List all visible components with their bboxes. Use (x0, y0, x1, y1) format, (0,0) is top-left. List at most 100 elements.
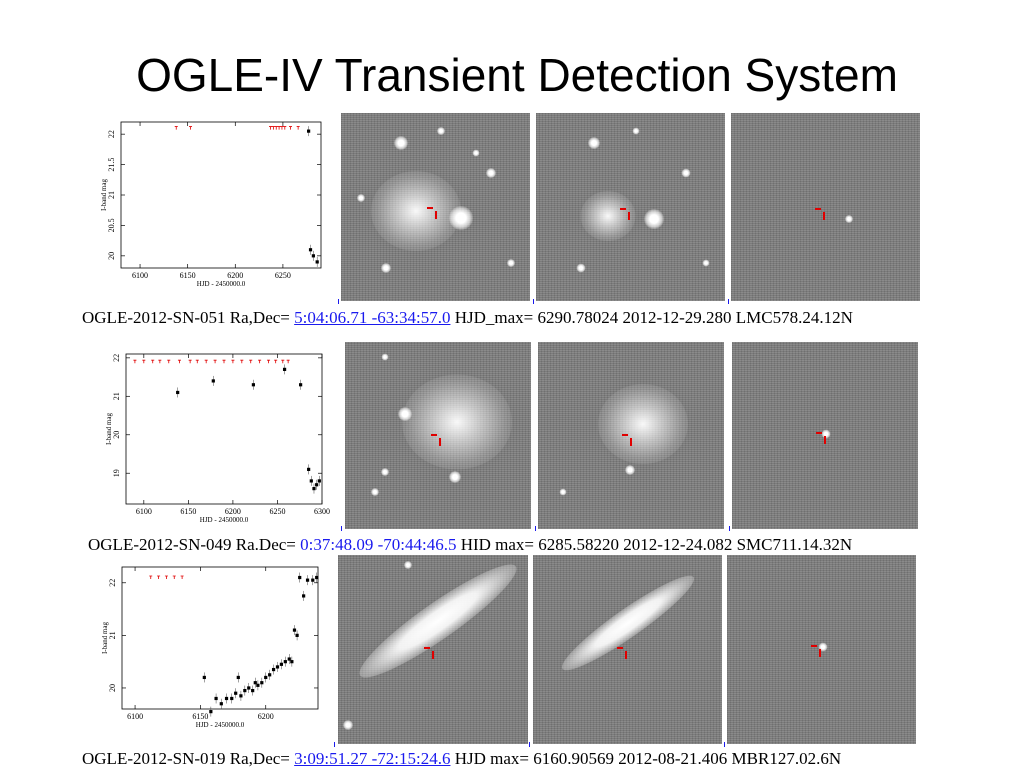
detection-point (275, 665, 280, 669)
y-tick-label: 20 (112, 431, 121, 439)
upper-limit-point (180, 575, 184, 580)
detection-point (308, 248, 313, 252)
plot-frame (120, 121, 322, 269)
upper-limit-point (267, 359, 271, 364)
upper-limit-point (142, 359, 146, 364)
detection-point (312, 487, 316, 491)
detection-point (307, 129, 311, 133)
detection-point (230, 696, 234, 701)
upper-limit-point (149, 575, 153, 580)
upper-limit-point (133, 359, 137, 364)
upper-limit-point (204, 359, 208, 364)
detection-point (253, 681, 257, 685)
reference-image-1[interactable] (341, 113, 530, 301)
detection-point (271, 667, 276, 672)
y-axis-label: I-band mag (101, 621, 109, 654)
upper-limit-point (286, 359, 290, 364)
detection-point (239, 694, 243, 698)
detection-point (299, 383, 303, 387)
upper-limit-point (222, 359, 226, 364)
link-marker (729, 526, 730, 531)
upper-limit-point (258, 359, 262, 364)
upper-limit-point (249, 359, 253, 364)
detection-point (302, 594, 306, 598)
upper-limit-point (158, 359, 162, 364)
detection-point (287, 657, 291, 661)
detection-point (176, 390, 180, 395)
slide-title: OGLE-IV Transient Detection System (136, 49, 898, 101)
y-tick-label: 20.5 (107, 218, 116, 232)
reference-image-2[interactable] (345, 342, 531, 529)
link-marker (724, 742, 725, 747)
upper-limit-point (274, 359, 278, 364)
upper-limit-point (164, 575, 168, 580)
link-marker (533, 299, 534, 304)
y-tick-label: 21 (107, 191, 116, 199)
y-axis-label: I-band mag (105, 412, 113, 445)
detection-point (292, 628, 297, 632)
detection-point (295, 633, 299, 637)
caption-suffix: HJD max= 6160.90569 2012-08-21.406 MBR12… (454, 749, 842, 768)
upper-limit-point (289, 126, 293, 130)
coords-link[interactable]: 0:37:48.09 -70:44:46.5 (300, 535, 457, 554)
link-marker (535, 526, 536, 531)
new-image-3[interactable] (533, 555, 722, 744)
light-curve-plot-1: 6100 6150 6200 6250 20 20.5 21 21.5 22 HJD - 2450… (95, 118, 330, 303)
upper-limit-point (271, 126, 275, 130)
detection-point (298, 575, 302, 580)
caption-prefix: OGLE-2012-SN-049 Ra.Dec= (88, 535, 296, 554)
link-marker (728, 299, 729, 304)
upper-limit-point (188, 359, 192, 364)
coords-link[interactable]: 5:04:06.71 -63:34:57.0 (294, 308, 451, 327)
caption-row-3: OGLE-2012-SN-019 Ra,Dec= 3:09:51.27 -72:… (82, 750, 841, 767)
detection-point (256, 683, 260, 687)
y-tick-label: 19 (112, 469, 121, 477)
difference-image-1[interactable] (731, 113, 920, 301)
upper-limit-point (277, 126, 281, 130)
upper-limit-point (280, 126, 284, 130)
x-tick-label: 6150 (180, 271, 196, 280)
link-marker (334, 742, 335, 747)
upper-limit-point (151, 359, 155, 364)
x-tick-label: 6150 (180, 507, 196, 516)
light-curve-svg-2: 6100 6150 6200 6250 6300 19 20 21 22 HJD - 245000… (105, 353, 330, 524)
detection-point (234, 691, 238, 695)
new-image-1[interactable] (536, 113, 725, 301)
upper-limit-point (213, 359, 217, 364)
upper-limit-point (283, 126, 287, 130)
x-tick-label: 6300 (314, 507, 330, 516)
new-image-2[interactable] (538, 342, 724, 529)
x-tick-label: 6250 (275, 271, 291, 280)
reference-image-3[interactable] (338, 555, 528, 744)
coords-link[interactable]: 3:09:51.27 -72:15:24.6 (294, 749, 451, 768)
caption-prefix: OGLE-2012-SN-019 Ra,Dec= (82, 749, 290, 768)
detection-point (209, 710, 213, 714)
x-axis-label: HJD - 2450000.0 (196, 721, 245, 729)
detection-point (251, 383, 255, 387)
caption-row-2: OGLE-2012-SN-049 Ra.Dec= 0:37:48.09 -70:… (88, 536, 852, 553)
detection-point (290, 660, 294, 664)
detection-point (279, 662, 284, 666)
difference-image-2[interactable] (732, 342, 918, 529)
caption-prefix: OGLE-2012-SN-051 Ra,Dec= (82, 308, 290, 327)
upper-limit-point (274, 126, 278, 130)
detection-point (282, 367, 287, 371)
detection-point (311, 578, 315, 582)
detection-point (315, 575, 319, 580)
detection-point (268, 673, 272, 677)
y-tick-label: 20 (108, 684, 117, 692)
caption-suffix: HJD_max= 6290.78024 2012-12-29.280 LMC57… (454, 308, 853, 327)
light-curve-svg-3: 6100 6150 6200 20 21 22 HJD - 2450000.0 I-band … (101, 566, 319, 729)
x-tick-label: 6100 (127, 712, 143, 721)
y-tick-label: 21 (112, 392, 121, 400)
difference-image-3[interactable] (727, 555, 916, 744)
link-marker (338, 299, 339, 304)
caption-suffix: HID max= 6285.58220 2012-12-24.082 SMC71… (460, 535, 853, 554)
y-tick-label: 22 (112, 354, 121, 362)
upper-limit-point (281, 359, 285, 364)
detection-point (309, 479, 313, 483)
x-axis-label: HJD - 2450000.0 (197, 280, 246, 288)
detection-point (283, 660, 287, 664)
detection-point (247, 686, 251, 690)
light-curve-plot-2: 6100 6150 6200 6250 6300 19 20 21 22 HJD - 245000… (100, 350, 330, 528)
